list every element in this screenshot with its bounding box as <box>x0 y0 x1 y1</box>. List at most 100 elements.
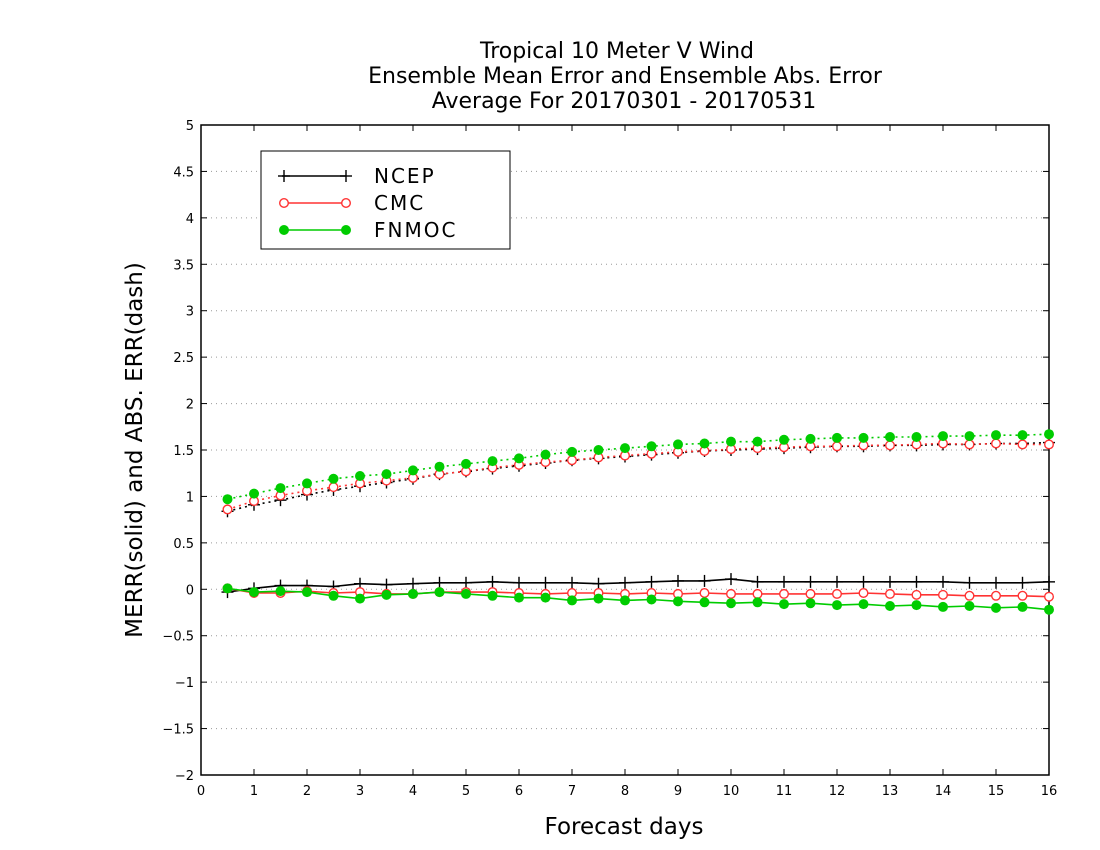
point-ncep-merr <box>698 574 711 587</box>
x-tick-label: 12 <box>829 784 846 799</box>
legend-marker-fnmoc <box>279 225 289 235</box>
point-fnmoc-abs-err <box>1017 430 1028 441</box>
y-tick-label: 1 <box>186 490 194 505</box>
legend: NCEP CMC FNMOC <box>260 150 511 250</box>
y-tick-label: −1 <box>175 676 194 691</box>
x-tick-label: 4 <box>409 784 417 799</box>
point-ncep-merr <box>725 573 737 586</box>
y-tick-label: 2 <box>186 398 194 413</box>
x-tick-label: 9 <box>674 784 682 799</box>
point-fnmoc-abs-err <box>646 441 657 452</box>
x-tick-label: 13 <box>882 784 899 799</box>
point-fnmoc-abs-err <box>355 471 365 481</box>
legend-marker-ncep <box>278 170 290 182</box>
y-tick-label: 3.5 <box>173 258 194 273</box>
point-ncep-merr <box>963 576 976 589</box>
title-line-3: Average For 20170301 - 20170531 <box>432 89 817 114</box>
point-ncep-merr <box>804 575 817 588</box>
x-tick-label: 5 <box>462 784 470 799</box>
point-fnmoc-abs-err <box>885 432 895 442</box>
x-tick-label: 11 <box>776 784 793 799</box>
point-fnmoc-merr <box>567 595 577 606</box>
point-ncep-merr <box>937 575 949 588</box>
point-fnmoc-merr <box>249 587 259 598</box>
y-axis-label: MERR(solid) and ABS. ERR(dash) <box>122 262 148 638</box>
point-cmc-abs-err <box>567 455 578 466</box>
point-fnmoc-merr <box>858 599 869 610</box>
point-fnmoc-merr <box>434 587 445 598</box>
point-fnmoc-merr <box>832 600 842 611</box>
point-fnmoc-abs-err <box>699 438 710 449</box>
point-ncep-merr <box>831 575 843 588</box>
point-cmc-merr <box>885 588 896 599</box>
point-fnmoc-abs-err <box>487 456 498 467</box>
point-fnmoc-abs-err <box>991 430 1001 441</box>
point-ncep-merr <box>1016 576 1029 589</box>
point-cmc-merr <box>964 590 975 601</box>
point-fnmoc-abs-err <box>673 439 683 450</box>
title-line-2: Ensemble Mean Error and Ensemble Abs. Er… <box>368 64 883 89</box>
point-fnmoc-merr <box>514 592 524 603</box>
point-cmc-merr <box>991 590 1002 601</box>
point-fnmoc-merr <box>381 589 392 600</box>
point-cmc-abs-err <box>991 438 1002 449</box>
point-fnmoc-merr <box>275 586 286 597</box>
y-tick-label: 0 <box>186 583 194 598</box>
point-fnmoc-merr <box>726 598 736 609</box>
point-fnmoc-abs-err <box>593 445 604 455</box>
point-fnmoc-merr <box>487 590 498 601</box>
point-ncep-merr <box>990 576 1002 589</box>
x-tick-label: 14 <box>935 784 952 799</box>
point-fnmoc-abs-err <box>434 461 445 472</box>
y-tick-label: 5 <box>186 119 194 134</box>
point-fnmoc-abs-err <box>964 431 975 442</box>
series-ncep-abs-err-line <box>227 441 1050 513</box>
point-fnmoc-merr <box>779 599 789 610</box>
point-ncep-merr <box>1043 575 1055 588</box>
point-fnmoc-abs-err <box>752 436 763 447</box>
point-fnmoc-abs-err <box>567 446 577 457</box>
x-tick-label: 1 <box>250 784 258 799</box>
point-ncep-merr <box>433 576 446 589</box>
point-ncep-merr <box>592 577 605 590</box>
point-fnmoc-merr <box>805 598 816 609</box>
point-cmc-merr <box>938 589 949 600</box>
point-cmc-merr <box>726 588 737 599</box>
point-ncep-merr <box>486 575 499 588</box>
legend-marker-fnmoc <box>341 225 351 235</box>
legend-label-ncep: NCEP <box>374 164 436 188</box>
point-fnmoc-abs-err <box>408 465 418 476</box>
y-tick-label: 4 <box>186 212 194 227</box>
point-cmc-merr <box>779 588 790 599</box>
point-fnmoc-abs-err <box>938 431 948 442</box>
point-cmc-merr <box>699 588 710 599</box>
legend-box <box>260 150 511 250</box>
point-ncep-merr <box>407 577 419 590</box>
series-fnmoc-merr-line <box>227 587 1050 611</box>
plot-frame <box>200 124 1050 776</box>
point-fnmoc-merr <box>964 601 975 611</box>
point-fnmoc-abs-err <box>249 488 259 499</box>
point-fnmoc-merr <box>408 588 418 599</box>
x-tick-label: 10 <box>723 784 740 799</box>
x-tick-label: 0 <box>197 784 205 799</box>
point-ncep-merr <box>460 576 472 589</box>
x-tick-label: 15 <box>988 784 1005 799</box>
point-fnmoc-abs-err <box>1044 429 1054 440</box>
point-fnmoc-abs-err <box>620 443 630 454</box>
point-fnmoc-abs-err <box>911 432 922 442</box>
point-cmc-abs-err <box>222 504 233 515</box>
series-ncep-merr-line <box>227 578 1050 593</box>
point-fnmoc-merr <box>302 587 312 598</box>
point-fnmoc-abs-err <box>514 453 524 464</box>
point-fnmoc-merr <box>461 588 471 599</box>
legend-marker-ncep <box>340 170 352 182</box>
point-fnmoc-abs-err <box>779 434 789 445</box>
x-tick-label: 6 <box>515 784 523 799</box>
y-tick-label: 3 <box>186 305 194 320</box>
point-fnmoc-abs-err <box>726 436 736 447</box>
point-fnmoc-merr <box>593 593 604 604</box>
x-tick-label: 2 <box>303 784 311 799</box>
point-fnmoc-abs-err <box>381 469 392 480</box>
